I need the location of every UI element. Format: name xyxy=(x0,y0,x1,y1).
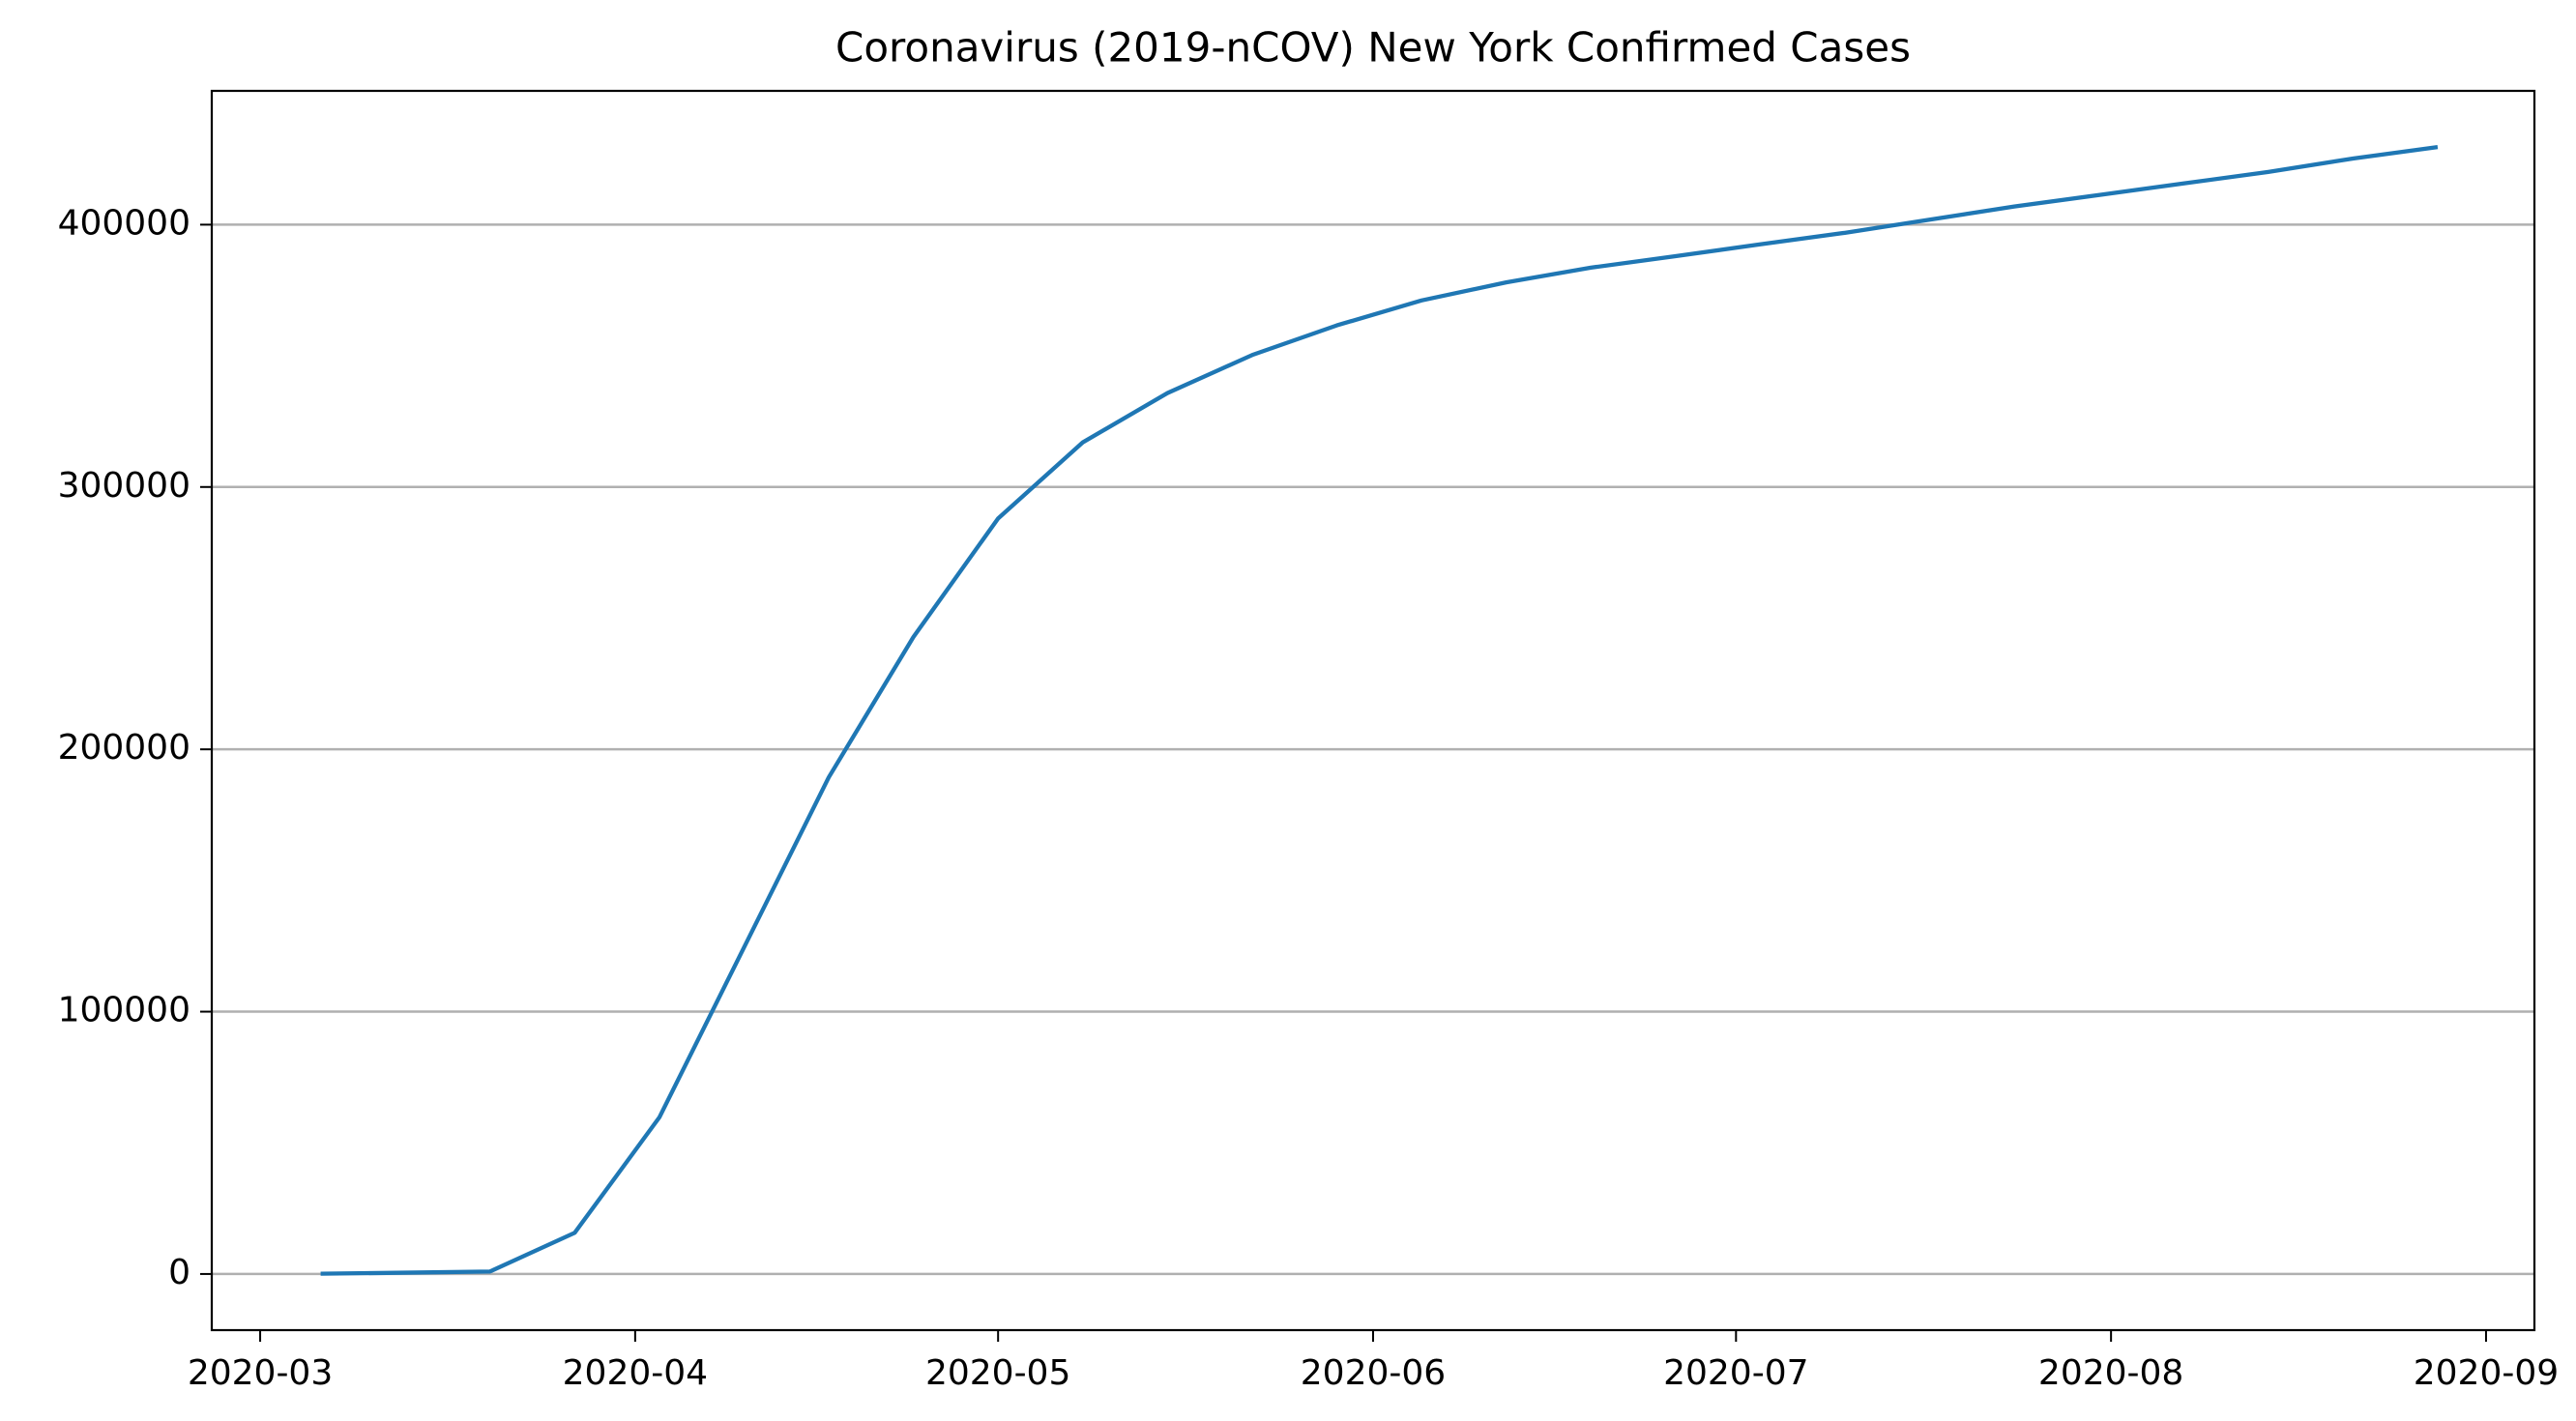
line-series xyxy=(320,144,2439,1276)
x-tick-label: 2020-05 xyxy=(925,1353,1070,1393)
x-tick-label: 2020-07 xyxy=(1663,1353,1808,1393)
y-tick-label: 200000 xyxy=(58,728,190,768)
x-tick-label: 2020-04 xyxy=(563,1353,708,1393)
x-tick-label: 2020-09 xyxy=(2414,1353,2559,1393)
plot-frame xyxy=(210,89,2536,1332)
x-tick-label: 2020-06 xyxy=(1301,1353,1446,1393)
y-tick-label: 0 xyxy=(168,1253,190,1292)
y-tick-label: 100000 xyxy=(58,991,190,1030)
chart-title: Coronavirus (2019-nCOV) New York Confirm… xyxy=(835,24,1911,72)
y-tick-label: 300000 xyxy=(58,466,190,506)
x-tick-label: 2020-08 xyxy=(2038,1353,2183,1393)
x-tick-label: 2020-03 xyxy=(188,1353,333,1393)
y-tick-label: 400000 xyxy=(58,203,190,243)
